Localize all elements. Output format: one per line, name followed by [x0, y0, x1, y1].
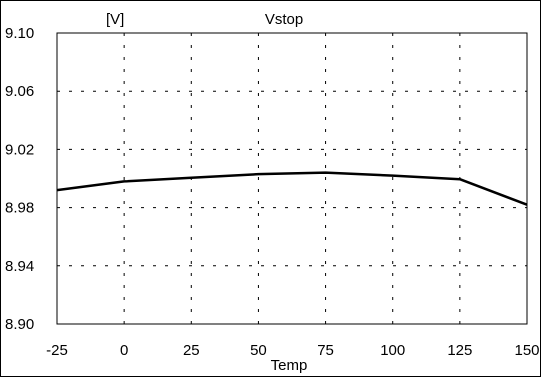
- series-line: [57, 173, 527, 205]
- x-axis-label: Temp: [271, 357, 308, 374]
- x-tick-label-7: 150: [514, 342, 539, 359]
- y-tick-label-0: 9.10: [5, 25, 34, 42]
- y-axis-ticks: 9.10 9.06 9.02 8.98 8.94 8.90: [5, 25, 34, 333]
- x-tick-label-6: 125: [447, 342, 472, 359]
- x-tick-label-1: 0: [120, 342, 128, 359]
- y-tick-label-1: 9.06: [5, 83, 34, 100]
- x-tick-label-5: 100: [380, 342, 405, 359]
- y-tick-label-2: 9.02: [5, 141, 34, 158]
- y-tick-label-5: 8.90: [5, 316, 34, 333]
- x-tick-label-0: -25: [46, 342, 68, 359]
- x-tick-label-2: 25: [183, 342, 200, 359]
- y-axis-label: [V]: [106, 11, 124, 28]
- x-tick-label-4: 75: [317, 342, 334, 359]
- y-tick-label-4: 8.94: [5, 258, 34, 275]
- chart-title: Vstop: [265, 11, 303, 28]
- x-tick-label-3: 50: [250, 342, 267, 359]
- y-tick-label-3: 8.98: [5, 200, 34, 217]
